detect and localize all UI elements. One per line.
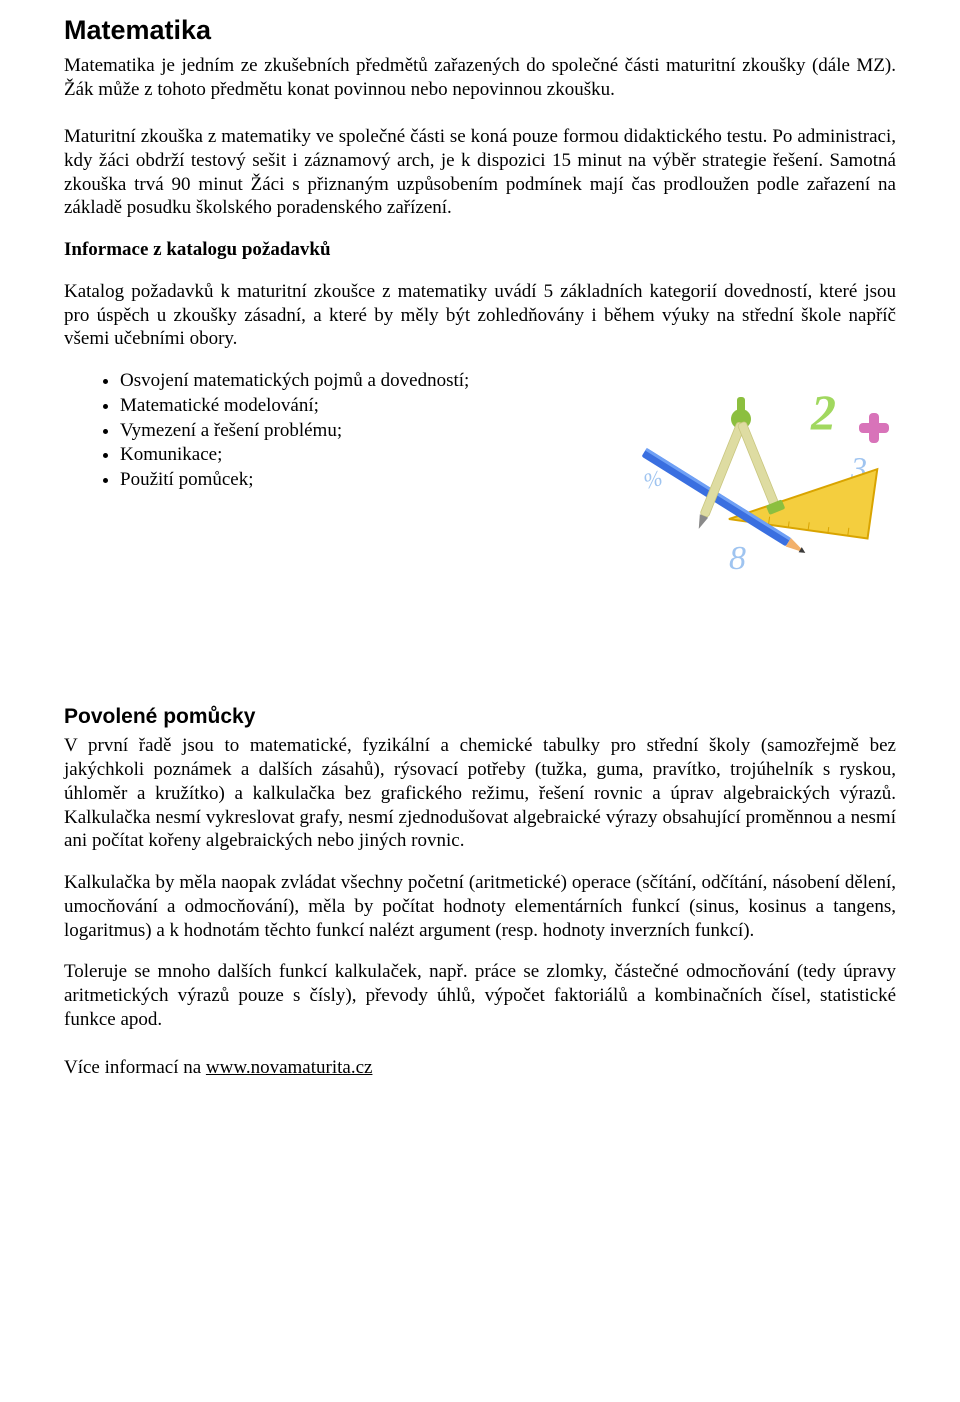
bullets-column: Osvojení matematických pojmů a dovednost… [64, 369, 611, 511]
tools-paragraph-1: V první řadě jsou to matematické, fyziká… [64, 734, 896, 853]
illustration-percent: % [641, 465, 665, 494]
list-item: Použití pomůcek; [120, 468, 611, 493]
list-item: Komunikace; [120, 443, 611, 468]
catalog-heading: Informace z katalogu požadavků [64, 238, 896, 262]
page-title: Matematika [64, 14, 896, 48]
illustration-digit: 8 [729, 540, 746, 577]
document-page: Matematika Matematika je jedním ze zkuše… [0, 0, 960, 1119]
tools-paragraph-3: Toleruje se mnoho dalších funkcí kalkula… [64, 960, 896, 1031]
skills-list: Osvojení matematických pojmů a dovednost… [64, 369, 611, 493]
illustration-digit-2: 2 [810, 384, 836, 440]
tools-paragraph-2: Kalkulačka by měla naopak zvládat všechn… [64, 871, 896, 942]
footer-text: Více informací na [64, 1057, 206, 1078]
illustration-plus [859, 413, 889, 443]
catalog-text: Katalog požadavků k maturitní zkoušce z … [64, 280, 896, 351]
tools-heading: Povolené pomůcky [64, 704, 896, 730]
list-item: Osvojení matematických pojmů a dovednost… [120, 369, 611, 394]
list-item: Matematické modelování; [120, 394, 611, 419]
list-item: Vymezení a řešení problému; [120, 419, 611, 444]
footer: Více informací na www.novamaturita.cz [64, 1056, 896, 1080]
footer-link[interactable]: www.novamaturita.cz [206, 1057, 373, 1078]
intro-paragraph: Matematika je jedním ze zkušebních předm… [64, 54, 896, 102]
description-paragraph: Maturitní zkouška z matematiky ve společ… [64, 125, 896, 220]
math-illustration: 3 8 % 2 [621, 379, 896, 584]
bullets-and-image-row: Osvojení matematických pojmů a dovednost… [64, 369, 896, 584]
illustration-column: 3 8 % 2 [621, 369, 896, 584]
